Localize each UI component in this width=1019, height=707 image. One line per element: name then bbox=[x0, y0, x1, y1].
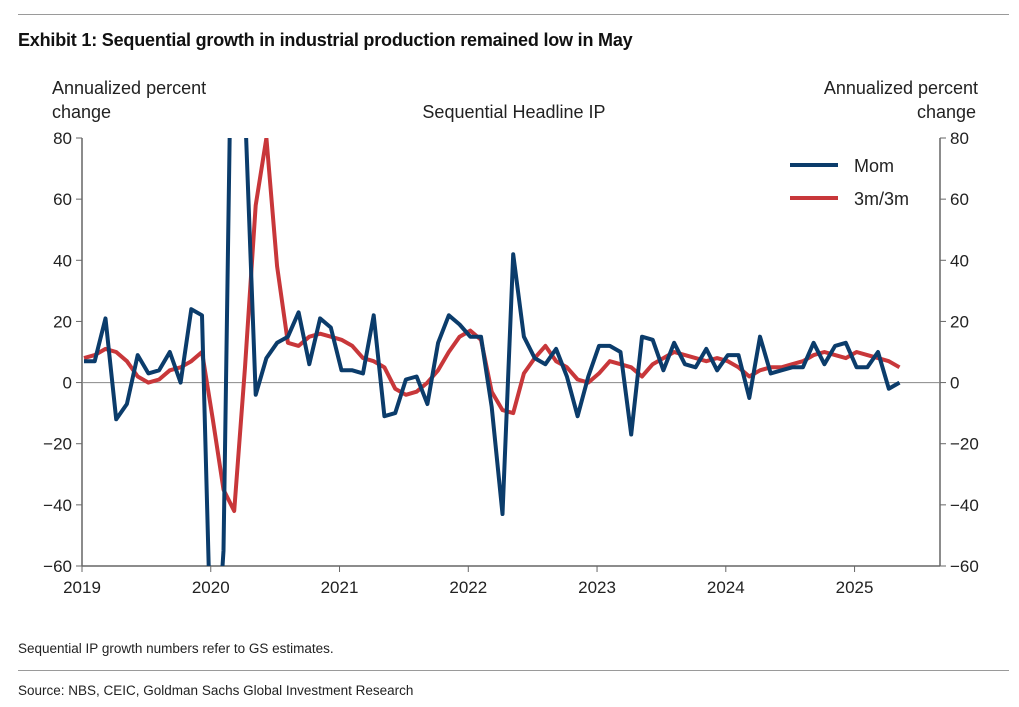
bottom-rule bbox=[18, 670, 1009, 671]
legend-label-3m3m: 3m/3m bbox=[854, 189, 909, 209]
y-tick-label-left: −40 bbox=[43, 496, 72, 515]
y-label-left-1: Annualized percent bbox=[52, 78, 206, 98]
exhibit-title: Exhibit 1: Sequential growth in industri… bbox=[18, 30, 633, 50]
y-label-left-2: change bbox=[52, 102, 111, 122]
chart: Sequential Headline IP Annualized percen… bbox=[43, 78, 979, 597]
y-tick-label-left: 0 bbox=[63, 374, 72, 393]
x-tick-label: 2020 bbox=[192, 578, 230, 597]
x-tick-label: 2024 bbox=[707, 578, 745, 597]
y-tick-label-left: −20 bbox=[43, 435, 72, 454]
y-tick-label-right: −60 bbox=[950, 557, 979, 576]
y-tick-label-right: 80 bbox=[950, 129, 969, 148]
legend: Mom 3m/3m bbox=[790, 156, 909, 209]
y-tick-label-right: −40 bbox=[950, 496, 979, 515]
footnote: Sequential IP growth numbers refer to GS… bbox=[18, 641, 334, 656]
y-label-right-1: Annualized percent bbox=[824, 78, 978, 98]
y-tick-label-right: 60 bbox=[950, 190, 969, 209]
y-tick-label-left: 60 bbox=[53, 190, 72, 209]
top-rule bbox=[18, 14, 1009, 15]
source-note: Source: NBS, CEIC, Goldman Sachs Global … bbox=[18, 683, 414, 698]
y-tick-label-left: 80 bbox=[53, 129, 72, 148]
series-line-mom bbox=[84, 138, 901, 566]
y-tick-label-right: 40 bbox=[950, 251, 969, 270]
y-label-right-2: change bbox=[917, 102, 976, 122]
y-tick-label-right: 20 bbox=[950, 312, 969, 331]
x-tick-label: 2023 bbox=[578, 578, 616, 597]
y-tick-label-right: −20 bbox=[950, 435, 979, 454]
legend-label-mom: Mom bbox=[854, 156, 894, 176]
series-line-3m-3m bbox=[83, 138, 901, 513]
x-tick-label: 2019 bbox=[63, 578, 101, 597]
y-tick-label-left: 40 bbox=[53, 251, 72, 270]
x-tick-label: 2022 bbox=[449, 578, 487, 597]
y-tick-label-left: 20 bbox=[53, 312, 72, 331]
x-tick-label: 2025 bbox=[836, 578, 874, 597]
chart-title: Sequential Headline IP bbox=[422, 102, 605, 122]
y-tick-label-left: −60 bbox=[43, 557, 72, 576]
x-tick-label: 2021 bbox=[321, 578, 359, 597]
y-tick-label-right: 0 bbox=[950, 374, 959, 393]
